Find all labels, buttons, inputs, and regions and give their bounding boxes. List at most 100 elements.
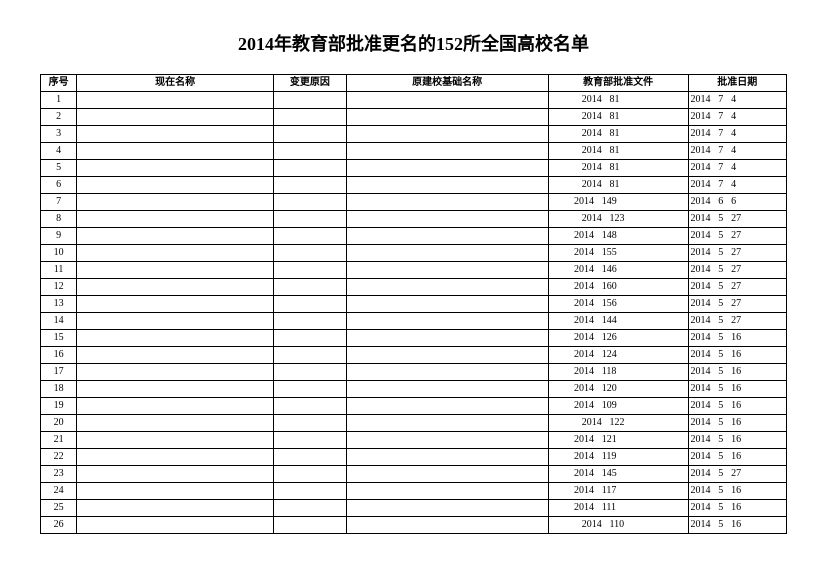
col-header-reason: 变更原因: [274, 75, 347, 92]
table-row: 26􀀀􀀀􀀀􀀀􀀀􀀀􀀀􀀀􀀀􀀀􀀀􀀀􀀀􀀀􀀀􀀀􀀀􀀀􀀀2014􀀀110􀀀􀀀2014􀀀5􀀀16…: [41, 517, 787, 534]
cell-idx: 24: [41, 483, 77, 500]
cell-doc: 􀀀􀀀􀀀2014􀀀156􀀀􀀀: [548, 296, 688, 313]
cell-doc: 􀀀􀀀􀀀􀀀2014􀀀81􀀀: [548, 126, 688, 143]
cell-doc: 􀀀􀀀􀀀2014􀀀118􀀀􀀀: [548, 364, 688, 381]
table-row: 22􀀀􀀀􀀀􀀀􀀀􀀀􀀀􀀀􀀀􀀀􀀀􀀀􀀀􀀀􀀀􀀀2014􀀀119􀀀􀀀2014􀀀5􀀀16􀀀: [41, 449, 787, 466]
table-row: 1􀀀􀀀􀀀􀀀􀀀􀀀􀀀􀀀􀀀􀀀􀀀􀀀􀀀􀀀2014􀀀81􀀀2014􀀀7􀀀4􀀀: [41, 92, 787, 109]
cell-date: 2014􀀀5􀀀16􀀀: [688, 398, 786, 415]
cell-name: 􀀀􀀀􀀀􀀀􀀀􀀀: [77, 245, 274, 262]
cell-name: 􀀀􀀀􀀀􀀀􀀀: [77, 347, 274, 364]
cell-name: 􀀀􀀀􀀀􀀀􀀀􀀀􀀀􀀀: [77, 160, 274, 177]
cell-orig: 􀀀􀀀􀀀􀀀􀀀: [346, 432, 548, 449]
cell-name: 􀀀􀀀􀀀􀀀􀀀: [77, 449, 274, 466]
cell-reason: 􀀀􀀀􀀀: [274, 364, 347, 381]
cell-date: 2014􀀀7􀀀4􀀀: [688, 109, 786, 126]
table-row: 12􀀀􀀀􀀀􀀀􀀀􀀀􀀀􀀀􀀀􀀀􀀀􀀀􀀀􀀀􀀀􀀀􀀀􀀀􀀀􀀀2014􀀀160􀀀􀀀2014􀀀5􀀀2…: [41, 279, 787, 296]
cell-idx: 15: [41, 330, 77, 347]
cell-doc: 􀀀􀀀􀀀2014􀀀124􀀀􀀀: [548, 347, 688, 364]
cell-reason: 􀀀􀀀􀀀: [274, 415, 347, 432]
cell-doc: 􀀀􀀀􀀀2014􀀀160􀀀􀀀: [548, 279, 688, 296]
cell-orig: 􀀀􀀀􀀀􀀀􀀀􀀀􀀀: [346, 313, 548, 330]
cell-orig: 􀀀􀀀􀀀􀀀􀀀􀀀􀀀􀀀: [346, 211, 548, 228]
cell-date: 2014􀀀6􀀀6􀀀: [688, 194, 786, 211]
cell-idx: 23: [41, 466, 77, 483]
cell-reason: 􀀀􀀀: [274, 126, 347, 143]
cell-reason: 􀀀􀀀􀀀: [274, 483, 347, 500]
cell-orig: 􀀀􀀀􀀀􀀀􀀀: [346, 228, 548, 245]
cell-reason: 􀀀􀀀􀀀: [274, 381, 347, 398]
col-header-idx: 序号: [41, 75, 77, 92]
col-header-doc: 教育部批准文件: [548, 75, 688, 92]
cell-orig: 􀀀􀀀􀀀􀀀􀀀􀀀􀀀: [346, 500, 548, 517]
cell-orig: 􀀀􀀀􀀀􀀀􀀀􀀀􀀀􀀀􀀀: [346, 330, 548, 347]
cell-orig: 􀀀􀀀􀀀􀀀􀀀􀀀􀀀: [346, 483, 548, 500]
table-body: 1􀀀􀀀􀀀􀀀􀀀􀀀􀀀􀀀􀀀􀀀􀀀􀀀􀀀􀀀2014􀀀81􀀀2014􀀀7􀀀4􀀀2􀀀􀀀􀀀􀀀􀀀􀀀􀀀…: [41, 92, 787, 534]
cell-orig: 􀀀􀀀􀀀􀀀􀀀: [346, 194, 548, 211]
cell-date: 2014􀀀5􀀀16􀀀: [688, 381, 786, 398]
cell-idx: 14: [41, 313, 77, 330]
cell-orig: 􀀀􀀀􀀀􀀀􀀀: [346, 364, 548, 381]
cell-reason: 􀀀􀀀: [274, 92, 347, 109]
cell-date: 2014􀀀5􀀀16􀀀: [688, 449, 786, 466]
cell-idx: 4: [41, 143, 77, 160]
cell-name: 􀀀􀀀􀀀􀀀􀀀􀀀􀀀􀀀􀀀: [77, 415, 274, 432]
table-row: 24􀀀􀀀􀀀􀀀􀀀􀀀􀀀􀀀􀀀􀀀􀀀􀀀􀀀􀀀􀀀􀀀􀀀􀀀􀀀􀀀2014􀀀117􀀀􀀀2014􀀀5􀀀1…: [41, 483, 787, 500]
cell-doc: 􀀀􀀀􀀀2014􀀀109􀀀􀀀: [548, 398, 688, 415]
cell-idx: 12: [41, 279, 77, 296]
cell-idx: 8: [41, 211, 77, 228]
cell-date: 2014􀀀7􀀀4􀀀: [688, 126, 786, 143]
cell-doc: 􀀀􀀀􀀀2014􀀀119􀀀􀀀: [548, 449, 688, 466]
cell-name: 􀀀􀀀􀀀􀀀􀀀: [77, 364, 274, 381]
table-row: 4􀀀􀀀􀀀􀀀􀀀􀀀􀀀􀀀􀀀􀀀􀀀􀀀􀀀􀀀􀀀􀀀􀀀􀀀􀀀􀀀2014􀀀81􀀀2014􀀀7􀀀4􀀀: [41, 143, 787, 160]
cell-name: 􀀀􀀀􀀀􀀀􀀀􀀀􀀀: [77, 483, 274, 500]
cell-idx: 17: [41, 364, 77, 381]
cell-orig: 􀀀􀀀􀀀􀀀􀀀􀀀: [346, 143, 548, 160]
cell-reason: 􀀀􀀀􀀀: [274, 177, 347, 194]
cell-idx: 7: [41, 194, 77, 211]
cell-doc: 􀀀􀀀􀀀2014􀀀148􀀀􀀀: [548, 228, 688, 245]
cell-name: 􀀀􀀀􀀀􀀀􀀀􀀀􀀀􀀀: [77, 92, 274, 109]
table-row: 11􀀀􀀀􀀀􀀀􀀀􀀀􀀀􀀀􀀀􀀀􀀀􀀀􀀀􀀀􀀀􀀀2014􀀀146􀀀2014􀀀5􀀀27􀀀: [41, 262, 787, 279]
cell-date: 2014􀀀5􀀀16􀀀: [688, 500, 786, 517]
col-header-date: 批准日期: [688, 75, 786, 92]
cell-reason: 􀀀􀀀􀀀: [274, 313, 347, 330]
cell-idx: 11: [41, 262, 77, 279]
page-title: 2014年教育部批准更名的152所全国高校名单: [40, 30, 787, 56]
cell-reason: 􀀀􀀀: [274, 109, 347, 126]
cell-reason: 􀀀􀀀􀀀: [274, 296, 347, 313]
cell-doc: 􀀀􀀀􀀀􀀀2014􀀀122􀀀: [548, 415, 688, 432]
cell-orig: 􀀀􀀀􀀀􀀀􀀀􀀀􀀀: [346, 398, 548, 415]
table-row: 8􀀀􀀀􀀀􀀀􀀀􀀀􀀀􀀀􀀀􀀀􀀀􀀀􀀀􀀀􀀀􀀀􀀀􀀀􀀀􀀀􀀀2014􀀀123􀀀􀀀2014􀀀5􀀀2…: [41, 211, 787, 228]
table-row: 19􀀀􀀀􀀀􀀀􀀀􀀀􀀀􀀀􀀀􀀀􀀀􀀀􀀀􀀀􀀀􀀀􀀀􀀀􀀀􀀀2014􀀀109􀀀􀀀2014􀀀5􀀀1…: [41, 398, 787, 415]
cell-reason: 􀀀􀀀􀀀: [274, 398, 347, 415]
cell-doc: 􀀀􀀀􀀀􀀀2014􀀀81􀀀: [548, 109, 688, 126]
cell-doc: 􀀀􀀀􀀀2014􀀀146􀀀: [548, 262, 688, 279]
cell-name: 􀀀􀀀􀀀􀀀􀀀􀀀􀀀􀀀: [77, 194, 274, 211]
cell-reason: 􀀀􀀀􀀀: [274, 432, 347, 449]
cell-doc: 􀀀􀀀􀀀􀀀2014􀀀81􀀀: [548, 160, 688, 177]
cell-name: 􀀀􀀀􀀀􀀀􀀀􀀀􀀀: [77, 466, 274, 483]
table-row: 21􀀀􀀀􀀀􀀀􀀀􀀀􀀀􀀀􀀀􀀀􀀀􀀀􀀀􀀀􀀀􀀀2014􀀀121􀀀2014􀀀5􀀀16􀀀: [41, 432, 787, 449]
table-row: 9􀀀􀀀􀀀􀀀􀀀􀀀􀀀􀀀􀀀􀀀􀀀􀀀􀀀􀀀􀀀􀀀2014􀀀148􀀀􀀀2014􀀀5􀀀27􀀀: [41, 228, 787, 245]
table-row: 7􀀀􀀀􀀀􀀀􀀀􀀀􀀀􀀀􀀀􀀀􀀀􀀀􀀀􀀀􀀀􀀀􀀀􀀀􀀀2014􀀀149􀀀2014􀀀6􀀀6􀀀: [41, 194, 787, 211]
table-row: 15􀀀􀀀􀀀􀀀􀀀􀀀􀀀􀀀􀀀􀀀􀀀􀀀􀀀􀀀􀀀􀀀􀀀􀀀􀀀􀀀􀀀􀀀2014􀀀126􀀀2014􀀀5􀀀…: [41, 330, 787, 347]
cell-orig: 􀀀􀀀􀀀􀀀􀀀􀀀: [346, 160, 548, 177]
cell-name: 􀀀􀀀􀀀􀀀􀀀: [77, 517, 274, 534]
col-header-name: 现在名称: [77, 75, 274, 92]
table-row: 14􀀀􀀀􀀀􀀀􀀀􀀀􀀀􀀀􀀀􀀀􀀀􀀀􀀀􀀀􀀀􀀀􀀀􀀀􀀀􀀀2014􀀀144􀀀􀀀2014􀀀5􀀀2…: [41, 313, 787, 330]
cell-doc: 􀀀􀀀􀀀􀀀2014􀀀123􀀀􀀀: [548, 211, 688, 228]
cell-idx: 2: [41, 109, 77, 126]
table-row: 5􀀀􀀀􀀀􀀀􀀀􀀀􀀀􀀀􀀀􀀀􀀀􀀀􀀀􀀀􀀀􀀀􀀀􀀀􀀀􀀀2014􀀀81􀀀2014􀀀7􀀀4􀀀: [41, 160, 787, 177]
cell-reason: 􀀀􀀀􀀀: [274, 517, 347, 534]
cell-orig: 􀀀􀀀􀀀􀀀􀀀: [346, 347, 548, 364]
cell-doc: 􀀀􀀀􀀀􀀀2014􀀀81􀀀: [548, 92, 688, 109]
cell-doc: 􀀀􀀀􀀀2014􀀀121􀀀: [548, 432, 688, 449]
table-row: 23􀀀􀀀􀀀􀀀􀀀􀀀􀀀􀀀􀀀􀀀􀀀􀀀􀀀􀀀􀀀􀀀􀀀􀀀􀀀􀀀􀀀􀀀2014􀀀145􀀀2014􀀀5􀀀…: [41, 466, 787, 483]
cell-doc: 􀀀􀀀􀀀2014􀀀149􀀀: [548, 194, 688, 211]
cell-doc: 􀀀􀀀􀀀2014􀀀145􀀀: [548, 466, 688, 483]
cell-idx: 16: [41, 347, 77, 364]
cell-name: 􀀀􀀀􀀀􀀀􀀀􀀀􀀀: [77, 279, 274, 296]
cell-date: 2014􀀀7􀀀4􀀀: [688, 177, 786, 194]
cell-reason: 􀀀􀀀􀀀: [274, 449, 347, 466]
table-row: 18􀀀􀀀􀀀􀀀􀀀􀀀􀀀􀀀􀀀􀀀􀀀􀀀􀀀􀀀􀀀􀀀􀀀􀀀2014􀀀120􀀀2014􀀀5􀀀16􀀀: [41, 381, 787, 398]
